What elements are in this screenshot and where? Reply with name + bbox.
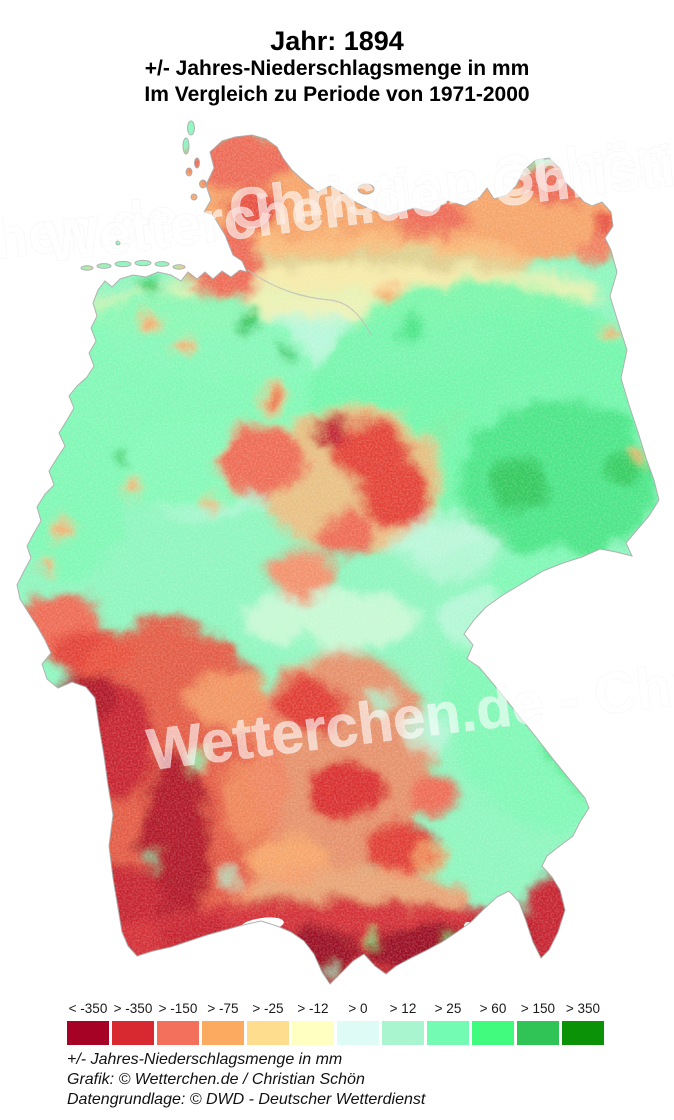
legend-item: > -350: [112, 999, 154, 1045]
color-scale-legend: < -350 > -350 > -150 > -75 > -25 > -12 > 0 > 12…: [67, 999, 604, 1045]
legend-item: > 150: [517, 999, 559, 1045]
legend-label: > -12: [297, 1001, 329, 1016]
legend-item: > -25: [247, 999, 289, 1045]
legend-label: > -25: [252, 1001, 284, 1016]
legend-swatch: [382, 1021, 424, 1045]
legend-swatch: [67, 1021, 109, 1045]
coastline: [16, 120, 660, 985]
map-title: Jahr: 1894: [270, 26, 404, 56]
legend-label: > 350: [565, 1001, 601, 1016]
credit-graphic: Grafik: © Wetterchen.de / Christian Schö…: [67, 1071, 365, 1088]
legend-caption: +/- Jahres-Niederschlagsmenge in mm: [67, 1051, 343, 1068]
legend-item: > -150: [157, 999, 199, 1045]
legend-label: > 60: [479, 1001, 507, 1016]
map-subtitle-1: +/- Jahres-Niederschlagsmenge in mm: [144, 57, 530, 80]
elbe-river-line: [247, 269, 373, 337]
legend-swatch: [202, 1021, 244, 1045]
legend-label: < -350: [68, 1001, 108, 1016]
legend-label: > -75: [207, 1001, 239, 1016]
footer: +/- Jahres-Niederschlagsmenge in mm Graf…: [67, 1050, 425, 1110]
legend-swatch: [247, 1021, 289, 1045]
legend-swatch: [157, 1021, 199, 1045]
legend-swatch: [562, 1021, 604, 1045]
legend-item: > -12: [292, 999, 334, 1045]
legend-label: > 150: [520, 1001, 556, 1016]
legend-swatch: [292, 1021, 334, 1045]
map-subtitle-2: Im Vergleich zu Periode von 1971-2000: [144, 83, 530, 106]
header: Jahr: 1894 +/- Jahres-Niederschlagsmenge…: [0, 26, 674, 108]
legend-label: > -150: [158, 1001, 198, 1016]
legend-item: > 12: [382, 999, 424, 1045]
legend-item: > 350: [562, 999, 604, 1045]
legend-label: > 25: [434, 1001, 462, 1016]
legend-swatch: [427, 1021, 469, 1045]
credit-data-source: Datengrundlage: © DWD - Deutscher Wetter…: [67, 1091, 426, 1108]
legend-swatch: [337, 1021, 379, 1045]
legend-label: > -350: [113, 1001, 153, 1016]
legend-label: > 0: [348, 1001, 368, 1016]
legend-label: > 12: [389, 1001, 417, 1016]
legend-item: > 0: [337, 999, 379, 1045]
legend-item: > 25: [427, 999, 469, 1045]
legend-swatch: [112, 1021, 154, 1045]
legend-item: > -75: [202, 999, 244, 1045]
legend-swatch: [517, 1021, 559, 1045]
map-noise: [17, 121, 659, 984]
legend-swatch: [472, 1021, 514, 1045]
legend-item: < -350: [67, 999, 109, 1045]
legend-item: > 60: [472, 999, 514, 1045]
